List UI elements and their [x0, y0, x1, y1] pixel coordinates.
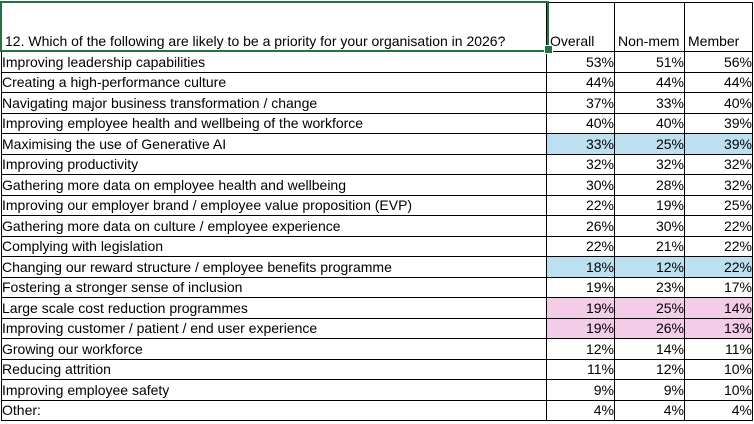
value-cell[interactable]: 11%	[546, 358, 615, 380]
value-cell[interactable]: 22%	[546, 194, 615, 216]
row-label[interactable]: Improving leadership capabilities	[1, 51, 547, 73]
value-cell[interactable]: 32%	[614, 153, 685, 175]
value-cell[interactable]: 12%	[546, 338, 615, 360]
question-cell[interactable]: 12. Which of the following are likely to…	[1, 2, 547, 52]
value-cell[interactable]: 10%	[684, 379, 753, 401]
value-cell[interactable]: 18%	[546, 256, 615, 278]
table-row: Fostering a stronger sense of inclusion 1…	[1, 276, 753, 298]
value-cell[interactable]: 12%	[614, 358, 685, 380]
value-cell[interactable]: 22%	[546, 235, 615, 257]
table-row: Other: 4% 4% 4%	[1, 399, 753, 421]
value-cell[interactable]: 4%	[614, 399, 685, 421]
value-cell[interactable]: 4%	[546, 399, 615, 421]
value-cell[interactable]: 30%	[614, 215, 685, 237]
table-row: Gathering more data on employee health a…	[1, 174, 753, 196]
value-cell[interactable]: 19%	[546, 276, 615, 298]
table-row: Growing our workforce 12% 14% 11%	[1, 338, 753, 360]
value-cell[interactable]: 14%	[684, 297, 753, 319]
table-row: Gathering more data on culture / employe…	[1, 215, 753, 237]
row-label[interactable]: Growing our workforce	[1, 338, 547, 360]
table-row: Improving customer / patient / end user …	[1, 317, 753, 339]
value-cell[interactable]: 9%	[614, 379, 685, 401]
table-row: Large scale cost reduction programmes 19%…	[1, 297, 753, 319]
row-label[interactable]: Improving employee safety	[1, 379, 547, 401]
value-cell[interactable]: 53%	[546, 51, 615, 73]
table-row: Improving employee safety 9% 9% 10%	[1, 379, 753, 401]
value-cell[interactable]: 19%	[546, 297, 615, 319]
value-cell[interactable]: 22%	[684, 235, 753, 257]
value-cell[interactable]: 40%	[546, 112, 615, 134]
value-cell[interactable]: 40%	[684, 92, 753, 114]
value-cell[interactable]: 32%	[546, 153, 615, 175]
row-label[interactable]: Reducing attrition	[1, 358, 547, 380]
value-cell[interactable]: 19%	[614, 194, 685, 216]
value-cell[interactable]: 10%	[684, 358, 753, 380]
value-cell[interactable]: 56%	[684, 51, 753, 73]
row-label[interactable]: Maximising the use of Generative AI	[1, 133, 547, 155]
value-cell[interactable]: 33%	[546, 133, 615, 155]
value-cell[interactable]: 30%	[546, 174, 615, 196]
row-label[interactable]: Large scale cost reduction programmes	[1, 297, 547, 319]
value-cell[interactable]: 26%	[614, 317, 685, 339]
col-header-member[interactable]: Member	[684, 2, 753, 52]
value-cell[interactable]: 39%	[684, 112, 753, 134]
table-row: Navigating major business transformation…	[1, 92, 753, 114]
row-label[interactable]: Gathering more data on culture / employe…	[1, 215, 547, 237]
row-label[interactable]: Improving customer / patient / end user …	[1, 317, 547, 339]
table-row: Improving productivity 32% 32% 32%	[1, 153, 753, 175]
value-cell[interactable]: 44%	[684, 71, 753, 93]
value-cell[interactable]: 22%	[684, 256, 753, 278]
value-cell[interactable]: 4%	[684, 399, 753, 421]
fill-handle[interactable]	[544, 45, 553, 54]
table-row: Reducing attrition 11% 12% 10%	[1, 358, 753, 380]
value-cell[interactable]: 44%	[546, 71, 615, 93]
value-cell[interactable]: 28%	[614, 174, 685, 196]
value-cell[interactable]: 32%	[684, 174, 753, 196]
value-cell[interactable]: 11%	[684, 338, 753, 360]
row-label[interactable]: Improving employee health and wellbeing …	[1, 112, 547, 134]
row-label[interactable]: Improving our employer brand / employee …	[1, 194, 547, 216]
table-row: Complying with legislation 22% 21% 22%	[1, 235, 753, 257]
value-cell[interactable]: 25%	[684, 194, 753, 216]
row-label[interactable]: Gathering more data on employee health a…	[1, 174, 547, 196]
value-cell[interactable]: 22%	[684, 215, 753, 237]
value-cell[interactable]: 51%	[614, 51, 685, 73]
header-row: 12. Which of the following are likely to…	[1, 2, 753, 52]
value-cell[interactable]: 14%	[614, 338, 685, 360]
value-cell[interactable]: 12%	[614, 256, 685, 278]
value-cell[interactable]: 23%	[614, 276, 685, 298]
table-row: Improving employee health and wellbeing …	[1, 112, 753, 134]
table-row: Improving our employer brand / employee …	[1, 194, 753, 216]
value-cell[interactable]: 37%	[546, 92, 615, 114]
table-row: Maximising the use of Generative AI 33% 25…	[1, 133, 753, 155]
row-label[interactable]: Changing our reward structure / employee…	[1, 256, 547, 278]
value-cell[interactable]: 40%	[614, 112, 685, 134]
value-cell[interactable]: 25%	[614, 297, 685, 319]
value-cell[interactable]: 9%	[546, 379, 615, 401]
value-cell[interactable]: 32%	[684, 153, 753, 175]
value-cell[interactable]: 21%	[614, 235, 685, 257]
row-label[interactable]: Creating a high-performance culture	[1, 71, 547, 93]
value-cell[interactable]: 13%	[684, 317, 753, 339]
value-cell[interactable]: 19%	[546, 317, 615, 339]
table-row: Improving leadership capabilities 53% 51% 5…	[1, 51, 753, 73]
value-cell[interactable]: 17%	[684, 276, 753, 298]
row-label[interactable]: Other:	[1, 399, 547, 421]
value-cell[interactable]: 44%	[614, 71, 685, 93]
value-cell[interactable]: 25%	[614, 133, 685, 155]
value-cell[interactable]: 33%	[614, 92, 685, 114]
row-label[interactable]: Navigating major business transformation…	[1, 92, 547, 114]
row-label[interactable]: Complying with legislation	[1, 235, 547, 257]
row-label[interactable]: Improving productivity	[1, 153, 547, 175]
value-cell[interactable]: 26%	[546, 215, 615, 237]
table-row: Changing our reward structure / employee…	[1, 256, 753, 278]
table-row: Creating a high-performance culture 44% 44…	[1, 71, 753, 93]
col-header-nonmember[interactable]: Non-mem	[614, 2, 685, 52]
row-label[interactable]: Fostering a stronger sense of inclusion	[1, 276, 547, 298]
value-cell[interactable]: 39%	[684, 133, 753, 155]
col-header-overall[interactable]: Overall	[546, 2, 615, 52]
